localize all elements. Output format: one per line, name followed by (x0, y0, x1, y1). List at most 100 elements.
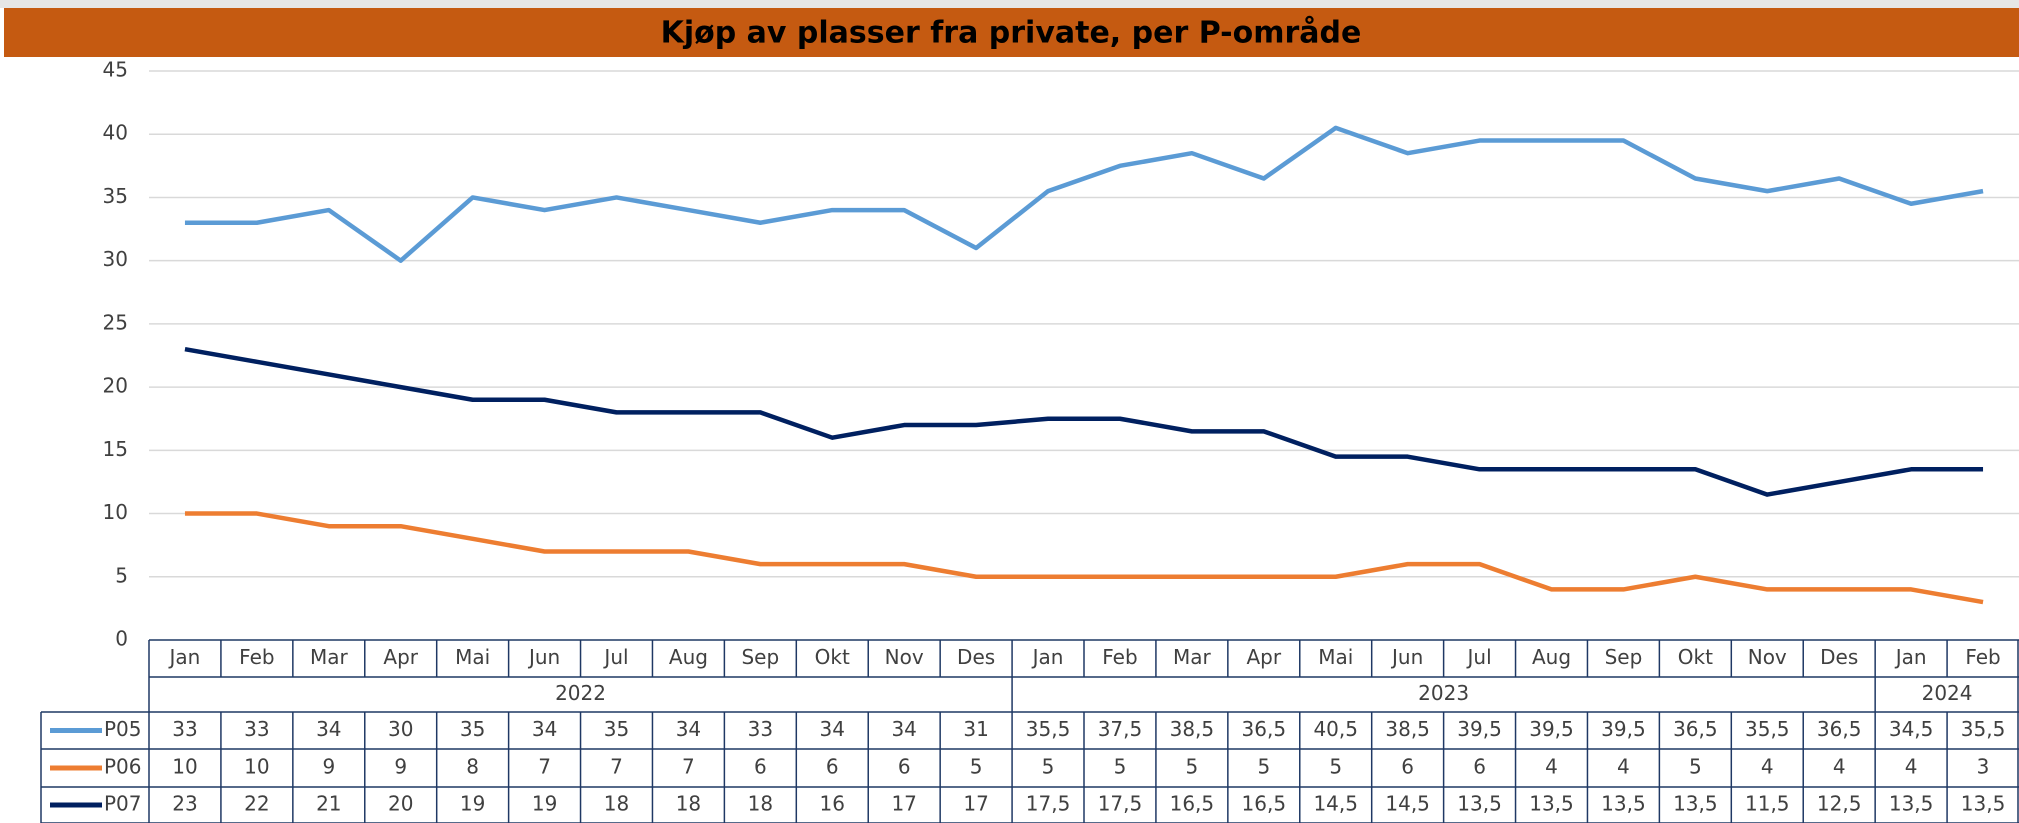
x-tick-label: Des (1820, 645, 1858, 669)
table-value: 39,5 (1529, 717, 1574, 741)
table-value: 9 (322, 755, 335, 779)
legend-label: P07 (104, 792, 142, 816)
table-value: 35 (460, 717, 485, 741)
x-tick-label: Feb (239, 645, 274, 669)
table-value: 16 (820, 792, 845, 816)
table-value: 13,5 (1961, 792, 2006, 816)
table-value: 4 (1905, 755, 1918, 779)
table-value: 16,5 (1170, 792, 1215, 816)
table-value: 38,5 (1385, 717, 1430, 741)
table-value: 35,5 (1026, 717, 1071, 741)
y-tick-label: 45 (103, 58, 128, 82)
table-value: 5 (1114, 755, 1127, 779)
y-tick-label: 40 (103, 121, 128, 145)
table-value: 35 (604, 717, 629, 741)
x-tick-label: Nov (885, 645, 924, 669)
table-value: 13,5 (1601, 792, 1646, 816)
x-tick-label: Des (957, 645, 995, 669)
table-value: 34 (820, 717, 845, 741)
table-value: 18 (676, 792, 701, 816)
table-value: 9 (394, 755, 407, 779)
table-value: 19 (532, 792, 557, 816)
table-value: 5 (970, 755, 983, 779)
x-tick-label: Sep (741, 645, 779, 669)
x-tick-label: Mai (1318, 645, 1353, 669)
table-value: 18 (604, 792, 629, 816)
table-value: 36,5 (1817, 717, 1862, 741)
table-value: 34 (316, 717, 341, 741)
x-tick-label: Jul (602, 645, 628, 669)
table-value: 13,5 (1529, 792, 1574, 816)
table-value: 14,5 (1313, 792, 1358, 816)
y-tick-label: 15 (103, 437, 128, 461)
table-value: 17 (963, 792, 988, 816)
table-value: 5 (1257, 755, 1270, 779)
table-value: 36,5 (1242, 717, 1287, 741)
table-value: 14,5 (1385, 792, 1430, 816)
x-tick-label: Jun (1390, 645, 1423, 669)
series-line (184, 511, 1984, 605)
table-value: 23 (172, 792, 197, 816)
x-tick-label: Nov (1748, 645, 1787, 669)
table-value: 5 (1186, 755, 1199, 779)
table-value: 22 (244, 792, 269, 816)
table-value: 33 (244, 717, 269, 741)
table-value: 34,5 (1889, 717, 1934, 741)
table-value: 13,5 (1457, 792, 1502, 816)
x-tick-label: Jan (168, 645, 201, 669)
table-value: 20 (388, 792, 413, 816)
x-tick-label: Apr (383, 645, 418, 669)
x-group-label: 2022 (555, 681, 606, 705)
x-tick-label: Mai (455, 645, 490, 669)
x-tick-label: Okt (1678, 645, 1713, 669)
y-tick-label: 30 (103, 247, 128, 271)
table-value: 4 (1761, 755, 1774, 779)
y-tick-label: 20 (103, 374, 128, 398)
x-tick-label: Okt (815, 645, 850, 669)
table-value: 39,5 (1601, 717, 1646, 741)
table-value: 31 (963, 717, 988, 741)
table-value: 13,5 (1889, 792, 1934, 816)
table-value: 6 (1473, 755, 1486, 779)
y-tick-label: 5 (115, 563, 128, 587)
title-bar (4, 8, 2019, 57)
table-value: 33 (748, 717, 773, 741)
x-tick-label: Feb (1965, 645, 2000, 669)
series-line (184, 125, 1984, 263)
x-tick-label: Jan (1894, 645, 1927, 669)
y-tick-label: 0 (115, 627, 128, 651)
y-tick-label: 25 (103, 310, 128, 334)
x-tick-label: Jun (527, 645, 560, 669)
x-tick-label: Mar (1173, 645, 1212, 669)
table-value: 17,5 (1026, 792, 1071, 816)
sheet-strip (0, 0, 2019, 8)
legend-label: P05 (104, 717, 142, 741)
y-tick-label: 10 (103, 500, 128, 524)
table-value: 17 (891, 792, 916, 816)
table-value: 6 (826, 755, 839, 779)
table-value: 7 (682, 755, 695, 779)
table-value: 35,5 (1961, 717, 2006, 741)
table-value: 19 (460, 792, 485, 816)
table-value: 38,5 (1170, 717, 1215, 741)
table-value: 36,5 (1673, 717, 1718, 741)
table-value: 21 (316, 792, 341, 816)
table-value: 4 (1545, 755, 1558, 779)
table-value: 18 (748, 792, 773, 816)
table-value: 6 (754, 755, 767, 779)
table-value: 34 (891, 717, 916, 741)
table-value: 35,5 (1745, 717, 1790, 741)
x-group-label: 2024 (1922, 681, 1973, 705)
chart-title: Kjøp av plasser fra private, per P-områd… (661, 15, 1362, 51)
y-tick-label: 35 (103, 184, 128, 208)
table-value: 10 (172, 755, 197, 779)
x-tick-label: Jul (1466, 645, 1492, 669)
table-value: 5 (1329, 755, 1342, 779)
table-value: 34 (532, 717, 557, 741)
table-value: 33 (172, 717, 197, 741)
x-tick-label: Aug (1532, 645, 1571, 669)
table-value: 8 (466, 755, 479, 779)
table-value: 10 (244, 755, 269, 779)
series-line (184, 346, 1984, 497)
